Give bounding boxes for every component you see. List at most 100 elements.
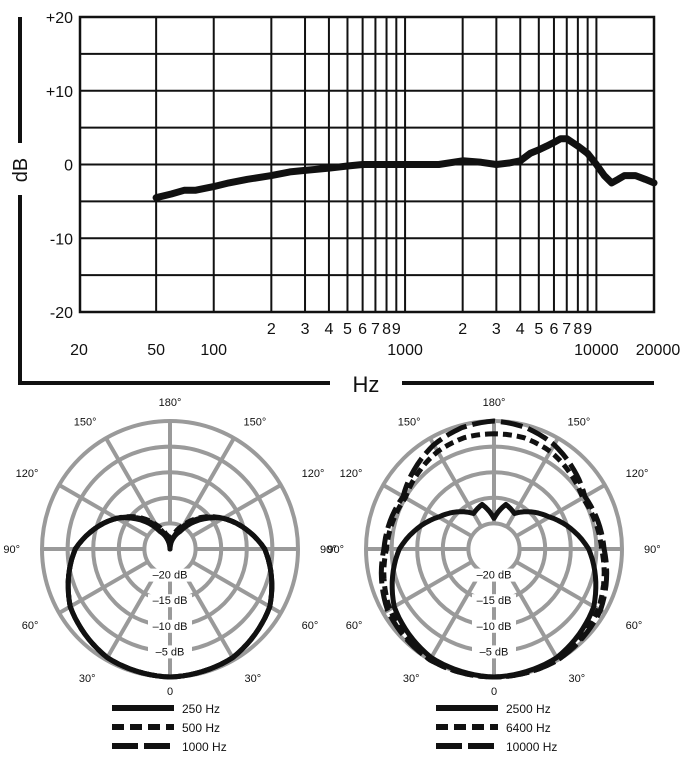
polar-grid-spoke — [181, 570, 236, 661]
polar-grid-spoke — [382, 560, 473, 615]
polar-grid-spoke — [191, 483, 282, 538]
legend-label: 1000 Hz — [182, 740, 227, 754]
polar-grid-spoke — [515, 560, 606, 615]
legend-label: 10000 Hz — [506, 740, 557, 754]
y-tick-label: -10 — [50, 231, 73, 248]
polar-radial-label: –15 dB — [477, 595, 512, 607]
x-minor-tick-label: 5 — [534, 321, 543, 338]
x-tick-label: 100 — [200, 342, 227, 359]
polar-grid-spoke — [181, 437, 236, 528]
x-axis-label: Hz — [353, 372, 380, 397]
polar-radial-label: –5 dB — [480, 646, 509, 658]
polar-angle-label: 120° — [16, 468, 39, 480]
polar-angle-label: 60° — [22, 620, 39, 632]
legend-label: 2500 Hz — [506, 702, 551, 716]
polar-angle-label: 120° — [340, 468, 363, 480]
x-minor-tick-label: 9 — [583, 321, 592, 338]
radial-label-backdrop — [148, 645, 192, 659]
x-tick-label: 20 — [70, 342, 88, 359]
polar-grid-spoke — [382, 483, 473, 538]
polar-grid-ring — [466, 521, 522, 577]
y-axis-label: dB — [10, 158, 32, 182]
x-minor-tick-label: 8 — [573, 321, 582, 338]
x-tick-label: 10000 — [574, 342, 619, 359]
radial-label-backdrop — [472, 619, 516, 633]
radial-label-backdrop — [472, 594, 516, 608]
polar-angle-label: 0 — [491, 686, 497, 698]
polar-angle-label: 150° — [244, 417, 267, 429]
x-minor-tick-label: 5 — [343, 321, 352, 338]
polar-grid-spoke — [58, 560, 149, 615]
polar-angle-label: 30° — [245, 673, 262, 685]
plot-frame — [78, 15, 656, 314]
polar-angle-label: 90° — [327, 544, 344, 556]
polar-grid-spoke — [104, 570, 159, 661]
frequency-response-curve — [152, 135, 658, 202]
x-tick-label: 50 — [147, 342, 165, 359]
polar-grid-spoke — [104, 437, 159, 528]
y-tick-label: 0 — [64, 158, 73, 175]
x-minor-tick-label: 6 — [550, 321, 559, 338]
polar-grid-spoke — [191, 560, 282, 615]
polar-radial-label: –10 dB — [477, 621, 512, 633]
polar-angle-label: 60° — [346, 620, 363, 632]
polar-angle-label: 90° — [320, 544, 337, 556]
polar-radial-label: –20 dB — [153, 570, 188, 582]
polar-angle-label: 150° — [74, 417, 97, 429]
x-minor-tick-label: 4 — [516, 321, 525, 338]
polar-angle-label: 150° — [568, 417, 591, 429]
polar-pattern-high: 180° 150° 150° 120° 120° 90° 90° 60° 60° 30° 30° 0 –… — [327, 397, 660, 754]
polar-radial-label: –15 dB — [153, 595, 188, 607]
radial-label-backdrop — [472, 645, 516, 659]
polar-grid-spoke — [505, 570, 560, 661]
polar-grid-spoke — [428, 570, 483, 661]
legend-label: 6400 Hz — [506, 721, 551, 735]
y-tick-label: -20 — [50, 305, 73, 322]
polar-grid-spoke — [515, 483, 606, 538]
x-minor-tick-label: 7 — [371, 321, 380, 338]
radial-label-backdrop — [148, 568, 192, 582]
legend-label: 500 Hz — [182, 721, 220, 735]
x-tick-label: 1000 — [387, 342, 423, 359]
y-tick-label: +20 — [46, 10, 73, 27]
polar-angle-label: 60° — [302, 620, 319, 632]
radial-label-backdrop — [472, 568, 516, 582]
polar-series-line — [378, 418, 610, 680]
polar-angle-label: 30° — [569, 673, 586, 685]
x-minor-tick-label: 2 — [458, 321, 467, 338]
polar-angle-label: 180° — [483, 397, 506, 409]
polar-angle-label: 30° — [79, 673, 96, 685]
x-minor-tick-label: 9 — [392, 321, 401, 338]
polar-radial-label: –10 dB — [153, 621, 188, 633]
x-tick-label: 20000 — [636, 342, 681, 359]
polar-angle-label: 120° — [302, 468, 325, 480]
y-tick-label: +10 — [46, 84, 73, 101]
y-tick-labels: +20 +10 0 -10 -20 — [46, 10, 73, 322]
polar-angle-label: 30° — [403, 673, 420, 685]
polar-angle-label: 60° — [626, 620, 643, 632]
x-minor-tick-label: 3 — [492, 321, 501, 338]
polar-angle-label: 90° — [3, 544, 20, 556]
x-minor-tick-label: 6 — [358, 321, 367, 338]
polar-radial-label: –5 dB — [156, 646, 185, 658]
x-minor-tick-label: 3 — [301, 321, 310, 338]
polar-series-line — [65, 514, 275, 680]
polar-angle-label: 180° — [159, 397, 182, 409]
polar-angle-label: 90° — [644, 544, 661, 556]
legend-label: 250 Hz — [182, 702, 220, 716]
x-minor-tick-label: 8 — [382, 321, 391, 338]
polar-radial-label: –20 dB — [477, 570, 512, 582]
radial-label-backdrop — [148, 594, 192, 608]
polar-angle-label: 120° — [626, 468, 649, 480]
x-minor-tick-label: 4 — [324, 321, 333, 338]
polar-grid-spoke — [58, 483, 149, 538]
x-minor-tick-label: 2 — [267, 321, 276, 338]
x-minor-tick-label: 7 — [562, 321, 571, 338]
response-line — [152, 135, 658, 202]
polar-angle-label: 150° — [398, 417, 421, 429]
radial-label-backdrop — [148, 619, 192, 633]
polar-angle-label: 0 — [167, 686, 173, 698]
